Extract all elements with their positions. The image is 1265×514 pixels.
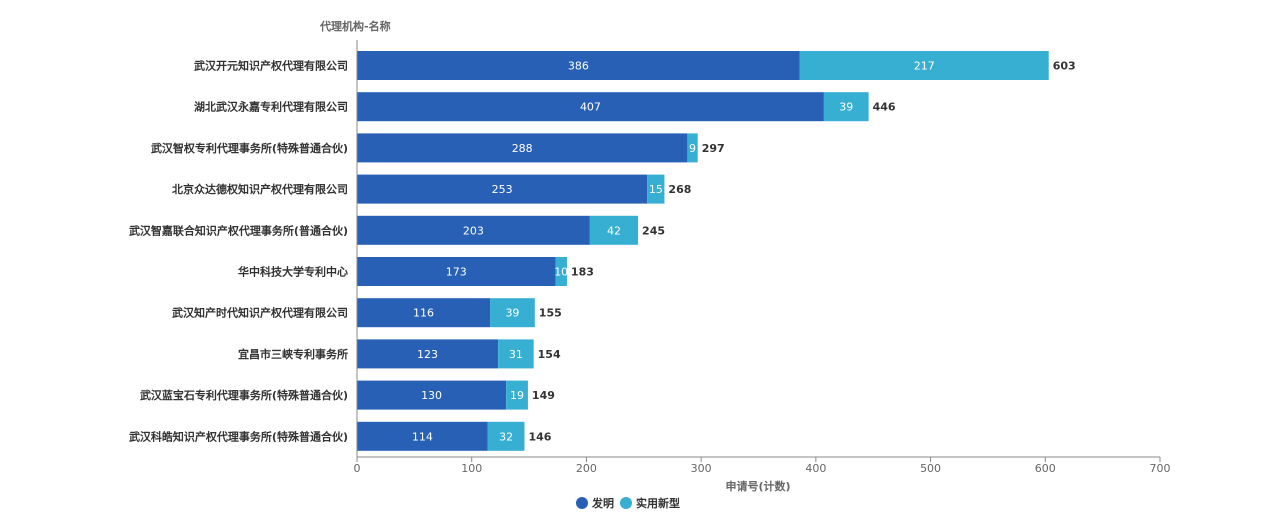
legend[interactable]: 发明 实用新型 — [576, 496, 680, 510]
bar-total-label: 245 — [642, 224, 665, 237]
x-tick-label: 300 — [691, 462, 712, 475]
category-label: 武汉知产时代知识产权代理有限公司 — [172, 306, 348, 320]
category-label: 武汉智嘉联合知识产权代理事务所(普通合伙) — [129, 223, 348, 237]
legend-label: 发明 — [591, 496, 614, 510]
category-label: 湖北武汉永嘉专利代理有限公司 — [194, 100, 348, 114]
bar-value-label: 10 — [554, 266, 568, 279]
bar-value-label: 39 — [505, 307, 519, 320]
x-tick-label: 0 — [354, 462, 361, 475]
legend-marker — [576, 497, 588, 509]
bar-value-label: 288 — [512, 142, 533, 155]
bar-value-label: 19 — [510, 389, 524, 402]
bar-value-label: 42 — [607, 224, 621, 237]
chart-svg: 代理机构-名称 武汉开元知识产权代理有限公司湖北武汉永嘉专利代理有限公司武汉智权… — [0, 0, 1265, 514]
bar-total-label: 603 — [1053, 60, 1076, 73]
bar-value-label: 203 — [463, 224, 484, 237]
bar-value-label: 31 — [509, 348, 523, 361]
bar-total-label: 297 — [702, 142, 725, 155]
bar-total-label: 149 — [532, 389, 555, 402]
category-labels: 武汉开元知识产权代理有限公司湖北武汉永嘉专利代理有限公司武汉智权专利代理事务所(… — [129, 59, 348, 444]
bar-value-label: 407 — [580, 101, 601, 114]
bar-value-label: 114 — [412, 430, 433, 443]
category-label: 北京众达德权知识产权代理有限公司 — [172, 182, 348, 196]
x-tick-label: 600 — [1035, 462, 1056, 475]
bar-value-label: 386 — [568, 60, 589, 73]
x-tick-label: 700 — [1150, 462, 1171, 475]
category-label: 武汉智权专利代理事务所(特殊普通合伙) — [151, 141, 348, 155]
x-axis-title: 申请号(计数) — [725, 479, 790, 493]
bar-total-label: 146 — [528, 430, 551, 443]
bars: 386 217 603 407 39 446 288 9 297 253 15 268 203 42 245… — [357, 51, 1076, 451]
category-label: 华中科技大学专利中心 — [238, 265, 348, 279]
bar-total-label: 446 — [873, 101, 896, 114]
bar-value-label: 32 — [499, 430, 513, 443]
legend-item-utility-model[interactable]: 实用新型 — [620, 496, 680, 510]
bar-value-label: 9 — [689, 142, 696, 155]
category-label: 武汉蓝宝石专利代理事务所(特殊普通合伙) — [140, 388, 348, 402]
bar-total-label: 155 — [539, 307, 562, 320]
bar-total-label: 154 — [538, 348, 561, 361]
x-tick-label: 200 — [576, 462, 597, 475]
legend-label: 实用新型 — [636, 496, 680, 510]
bar-total-label: 268 — [668, 183, 691, 196]
legend-item-invention[interactable]: 发明 — [576, 496, 614, 510]
bar-value-label: 39 — [839, 101, 853, 114]
bar-value-label: 15 — [649, 183, 663, 196]
x-tick-label: 100 — [461, 462, 482, 475]
category-label: 宜昌市三峡专利事务所 — [238, 347, 348, 361]
bar-value-label: 173 — [446, 266, 467, 279]
bar-value-label: 253 — [492, 183, 513, 196]
category-label: 武汉科皓知识产权代理事务所(特殊普通合伙) — [129, 429, 348, 443]
category-label: 武汉开元知识产权代理有限公司 — [194, 59, 348, 73]
bar-value-label: 123 — [417, 348, 438, 361]
legend-marker — [620, 497, 632, 509]
bar-total-label: 183 — [571, 266, 594, 279]
bar-value-label: 130 — [421, 389, 442, 402]
chart: 代理机构-名称 武汉开元知识产权代理有限公司湖北武汉永嘉专利代理有限公司武汉智权… — [0, 0, 1265, 514]
y-axis-title: 代理机构-名称 — [319, 19, 391, 33]
x-tick-label: 500 — [920, 462, 941, 475]
x-tick-label: 400 — [805, 462, 826, 475]
bar-value-label: 217 — [914, 60, 935, 73]
bar-value-label: 116 — [413, 307, 434, 320]
